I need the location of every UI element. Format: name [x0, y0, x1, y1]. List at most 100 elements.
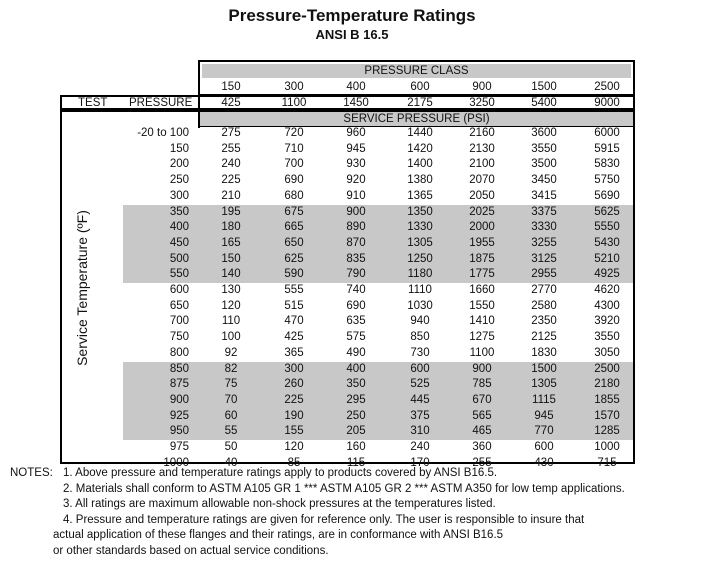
- row-value: 55: [224, 425, 238, 438]
- row-value: 4300: [594, 299, 620, 312]
- row-temperature: 500: [169, 252, 189, 265]
- row-value: 275: [221, 127, 241, 139]
- page-title: Pressure-Temperature Ratings: [228, 6, 476, 25]
- row-value: 700: [284, 158, 304, 171]
- row-value: 2580: [531, 299, 557, 312]
- row-temperature: 925: [169, 409, 189, 422]
- row-value: 2100: [469, 158, 495, 171]
- row-value: 1955: [469, 236, 495, 249]
- row-value: 82: [224, 362, 238, 375]
- row-temperature: 700: [169, 315, 189, 328]
- row-temperature: 750: [169, 331, 189, 344]
- row-value: 190: [284, 409, 304, 422]
- row-value: 50: [224, 441, 238, 453]
- row-value: 310: [410, 425, 430, 438]
- row-value: 945: [346, 142, 366, 155]
- row-value: 4620: [594, 284, 620, 296]
- row-value: 240: [410, 441, 430, 453]
- row-value: 1380: [407, 174, 433, 187]
- row-value: 2180: [594, 378, 620, 391]
- service-table-frame: [60, 110, 635, 464]
- row-value: 2130: [469, 142, 495, 155]
- row-temperature: 550: [169, 268, 189, 281]
- row-value: 260: [284, 378, 304, 391]
- row-value: 1410: [469, 315, 495, 328]
- row-temperature: 975: [169, 441, 189, 453]
- row-value: 2160: [469, 127, 495, 139]
- row-value: 3415: [531, 189, 557, 202]
- row-temperature: 900: [169, 393, 189, 406]
- row-value: 3255: [531, 236, 557, 249]
- row-value: 525: [410, 378, 430, 391]
- note-line: 2. Materials shall conform to ASTM A105 …: [63, 482, 625, 495]
- row-value: 110: [221, 315, 241, 328]
- test-pressure-value: 2175: [407, 97, 433, 109]
- row-value: 255: [221, 142, 241, 155]
- row-temperature: 350: [169, 205, 189, 218]
- row-value: 5430: [594, 236, 620, 249]
- row-value: 1250: [407, 252, 433, 265]
- row-value: 2955: [531, 268, 557, 281]
- pressure-class-300: 300: [284, 81, 304, 93]
- row-value: 3500: [531, 158, 557, 171]
- row-value: 255: [472, 456, 492, 469]
- row-value: 555: [284, 284, 304, 296]
- row-value: 665: [284, 221, 304, 234]
- row-value: 5210: [594, 252, 620, 265]
- row-value: 690: [284, 174, 304, 187]
- row-value: 295: [346, 393, 366, 406]
- row-value: 5690: [594, 189, 620, 202]
- row-value: 1305: [531, 378, 557, 391]
- row-value: 715: [597, 456, 617, 469]
- row-temperature: 250: [169, 174, 189, 187]
- row-value: 910: [346, 189, 366, 202]
- row-temperature: 800: [169, 346, 189, 359]
- row-value: 225: [221, 174, 241, 187]
- row-value: 3600: [531, 127, 557, 139]
- row-value: 425: [284, 331, 304, 344]
- row-value: 675: [284, 205, 304, 218]
- row-value: 900: [346, 205, 366, 218]
- test-label: TEST: [78, 97, 108, 109]
- row-value: 430: [534, 456, 554, 469]
- row-temperature: 1000: [163, 456, 189, 469]
- row-value: 120: [221, 299, 241, 312]
- row-value: 1000: [594, 441, 620, 453]
- row-value: 100: [221, 331, 241, 344]
- row-value: 5625: [594, 205, 620, 218]
- note-line: 4. Pressure and temperature ratings are …: [63, 513, 585, 526]
- pressure-label: PRESSURE: [129, 97, 193, 109]
- row-value: 720: [284, 127, 304, 139]
- row-value: 140: [221, 268, 241, 281]
- row-value: 60: [224, 409, 238, 422]
- row-value: 155: [284, 425, 304, 438]
- row-value: 770: [534, 425, 554, 438]
- row-value: 1275: [469, 331, 495, 344]
- row-value: 900: [472, 362, 492, 375]
- row-value: 1400: [407, 158, 433, 171]
- row-value: 205: [346, 425, 366, 438]
- row-value: 2050: [469, 189, 495, 202]
- row-value: 1420: [407, 142, 433, 155]
- row-value: 2125: [531, 331, 557, 344]
- row-value: 120: [284, 441, 304, 453]
- shaded-band: [123, 361, 633, 440]
- row-value: 180: [221, 221, 241, 234]
- row-value: 590: [284, 268, 304, 281]
- row-temperature: 150: [169, 142, 189, 155]
- row-temperature: -20 to 100: [137, 127, 189, 139]
- row-value: 2000: [469, 221, 495, 234]
- pressure-class-2500: 2500: [594, 81, 620, 93]
- row-value: 1500: [531, 362, 557, 375]
- row-temperature: 450: [169, 236, 189, 249]
- row-value: 920: [346, 174, 366, 187]
- note-line: 3. All ratings are maximum allowable non…: [63, 498, 496, 510]
- row-value: 625: [284, 252, 304, 265]
- note-line: actual application of these flanges and …: [53, 529, 504, 541]
- row-value: 730: [410, 346, 430, 359]
- pressure-class-title: PRESSURE CLASS: [202, 64, 631, 78]
- row-value: 360: [472, 441, 492, 453]
- test-pressure-row: [60, 95, 635, 110]
- row-value: 165: [221, 236, 241, 249]
- row-value: 250: [346, 409, 366, 422]
